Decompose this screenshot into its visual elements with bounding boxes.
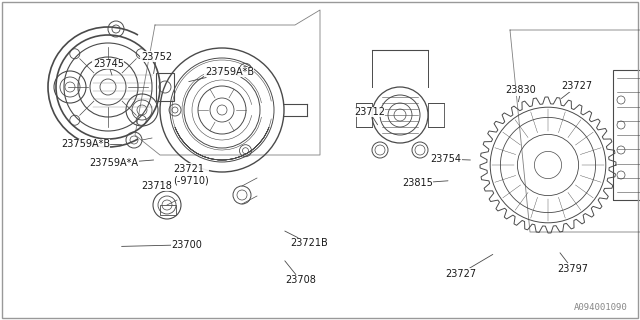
Text: 23712: 23712	[354, 107, 385, 125]
Bar	[428, 103, 444, 127]
Text: 23727: 23727	[445, 254, 493, 279]
Text: 23815: 23815	[402, 178, 448, 188]
Text: 23752: 23752	[141, 52, 172, 74]
Bar	[356, 103, 372, 127]
Text: 23759A*A: 23759A*A	[90, 158, 154, 168]
Text: 23759A*B: 23759A*B	[61, 139, 122, 149]
Text: 23721B: 23721B	[285, 231, 328, 248]
Bar	[156, 73, 174, 101]
Text: 23830: 23830	[506, 85, 536, 102]
Text: 23708: 23708	[285, 261, 316, 285]
Text: 23721
(-9710): 23721 (-9710)	[173, 164, 209, 185]
Text: 23727: 23727	[561, 81, 593, 99]
Bar	[160, 205, 176, 215]
Bar	[613, 70, 640, 200]
Text: 23759A*B: 23759A*B	[189, 67, 254, 82]
Text: 23718: 23718	[141, 180, 172, 191]
Text: 23700: 23700	[122, 240, 202, 250]
Text: 23797: 23797	[557, 253, 588, 274]
Text: 23745: 23745	[93, 59, 124, 75]
Text: A094001090: A094001090	[574, 303, 628, 312]
Text: 23754: 23754	[430, 154, 470, 164]
